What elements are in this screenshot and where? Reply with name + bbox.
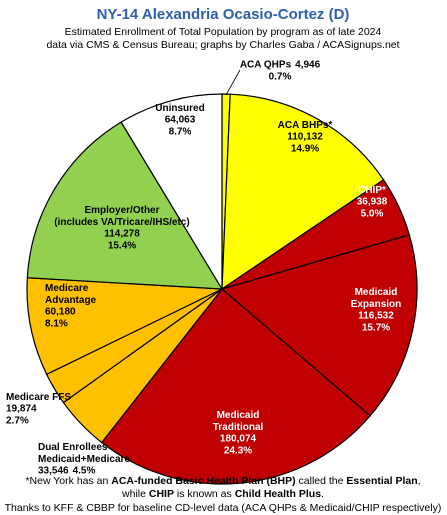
footnote-segment: while bbox=[121, 488, 149, 500]
footnote: while CHIP is known as Child Health Plus… bbox=[121, 488, 324, 500]
slice-name: CHIP* bbox=[358, 185, 386, 196]
slice-name: Medicare Advantage bbox=[45, 283, 97, 306]
slice-name: Medicaid Traditional bbox=[213, 410, 264, 433]
slice-name: Medicaid Expansion bbox=[351, 287, 402, 310]
slice-name: ACA BHPs* bbox=[278, 120, 333, 131]
slice-value: 33,546 bbox=[38, 466, 69, 477]
footnote-segment: Essential Plan bbox=[346, 475, 417, 487]
slice bbox=[221, 93, 385, 291]
chart-title: NY-14 Alexandria Ocasio-Cortez (D) bbox=[97, 6, 350, 23]
slice-percent: 15.4% bbox=[108, 241, 136, 252]
slice bbox=[26, 277, 225, 376]
footnote-segment: is known as bbox=[174, 488, 235, 500]
slice-value: 36,938 bbox=[357, 197, 388, 208]
slice-name: Dual Enrollees Medicaid+Medicare bbox=[38, 442, 130, 465]
slice bbox=[26, 121, 224, 290]
footnote-segment: called the bbox=[296, 475, 347, 487]
slice-value: 180,074 bbox=[220, 434, 257, 445]
leader-line bbox=[225, 69, 241, 96]
slice bbox=[220, 234, 418, 417]
slice bbox=[100, 288, 372, 485]
footnote-segment: CHIP bbox=[149, 488, 174, 500]
pie bbox=[26, 93, 418, 485]
slice-value: 19,874 bbox=[6, 404, 37, 415]
subtitle: Estimated Enrollment of Total Population… bbox=[65, 26, 382, 38]
slice-percent: 15.7% bbox=[362, 323, 390, 334]
slice-percent: 8.7% bbox=[169, 127, 192, 138]
subtitle: data via CMS & Census Bureau; graphs by … bbox=[46, 39, 399, 51]
slice-name: Employer/Other (includes VA/Tricare/IHS/e… bbox=[54, 205, 189, 228]
footnote-segment: ACA-funded Basic Health Plan (BHP) bbox=[111, 475, 295, 487]
slice bbox=[120, 93, 223, 292]
slice-percent: 5.0% bbox=[361, 209, 384, 220]
credit: Thanks to KFF & CBBP for baseline CD-lev… bbox=[5, 502, 442, 514]
slice-percent: 8.1% bbox=[45, 319, 68, 330]
footnote-segment: Child Health Plus bbox=[235, 488, 322, 500]
slice-percent: 14.9% bbox=[291, 144, 319, 155]
slice-value: 60,180 bbox=[45, 307, 76, 318]
slice-name: ACA QHPs bbox=[240, 60, 292, 71]
slice-percent: 24.3% bbox=[224, 446, 252, 457]
slice-value: 116,532 bbox=[358, 311, 394, 322]
slice-value: 64,063 bbox=[165, 115, 196, 126]
slice-value: 114,278 bbox=[104, 229, 140, 240]
footnote-segment: *New York has an bbox=[25, 475, 111, 487]
footnote: *New York has an ACA-funded Basic Health… bbox=[25, 475, 420, 487]
slice-percent: 4.5% bbox=[73, 466, 96, 477]
slice-percent: 0.7% bbox=[269, 72, 292, 83]
slice-name: Uninsured bbox=[155, 103, 204, 114]
slice-value: 4,946 bbox=[295, 60, 320, 71]
footnote-segment: . bbox=[321, 488, 324, 500]
footnote-segment: , bbox=[418, 475, 421, 487]
slice-percent: 2.7% bbox=[6, 416, 29, 427]
slice-name: Medicare FFS bbox=[6, 392, 71, 403]
slice-value: 110,132 bbox=[287, 132, 323, 143]
